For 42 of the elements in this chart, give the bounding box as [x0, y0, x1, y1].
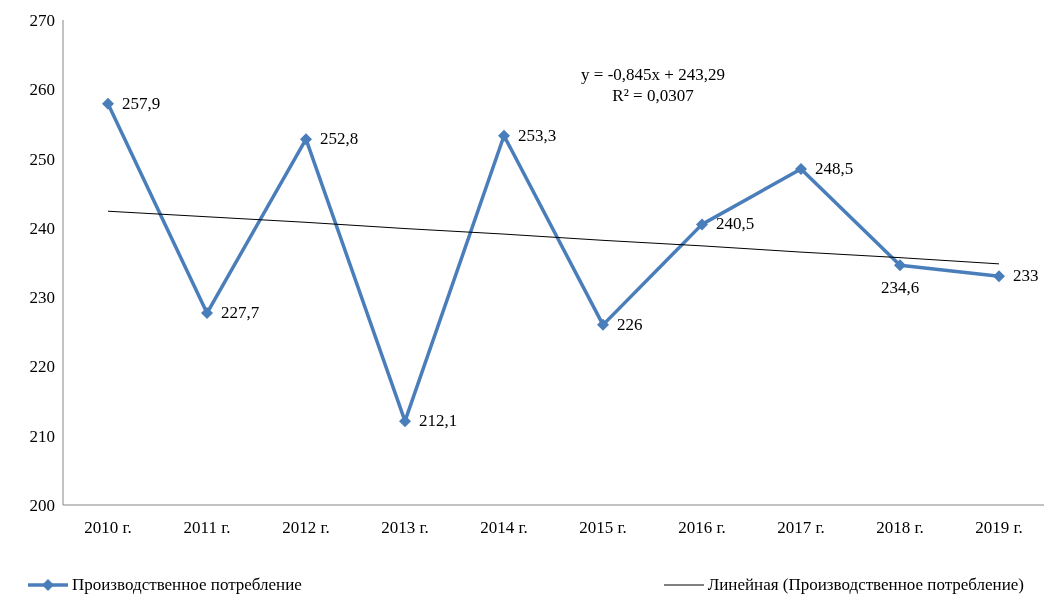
x-tick-label: 2014 г.	[480, 518, 528, 538]
data-label: 252,8	[320, 129, 359, 149]
data-label: 253,3	[518, 125, 557, 145]
data-label: 234,6	[880, 278, 920, 298]
data-label: 240,5	[716, 214, 755, 234]
point	[102, 97, 114, 110]
x-tick-label: 2016 г.	[678, 518, 726, 538]
y-tick-label: 220	[29, 357, 55, 377]
point	[597, 318, 609, 331]
y-tick-label: 200	[29, 496, 55, 516]
y-tick-label: 260	[29, 80, 55, 100]
annotation: R² = 0,0307	[611, 85, 695, 106]
point	[498, 129, 510, 142]
y-tick-label: 250	[29, 149, 55, 169]
x-tick-label: 2017 г.	[777, 518, 825, 538]
point	[696, 218, 708, 231]
x-tick-label: 2011 г.	[183, 518, 231, 538]
x-tick-label: 2013 г.	[381, 518, 429, 538]
point	[795, 162, 807, 175]
y-tick-label: 240	[29, 218, 55, 238]
point	[894, 259, 906, 272]
point	[399, 415, 411, 428]
point	[201, 307, 213, 320]
y-tick-label: 230	[29, 288, 55, 308]
data-label: 248,5	[815, 158, 854, 178]
data-label: 227,7	[221, 303, 260, 323]
legend-label: Производственное потребление	[72, 575, 302, 595]
data-label: 212,1	[419, 411, 458, 431]
annotation: y = -0,845x + 243,29	[580, 64, 726, 85]
x-tick-label: 2019 г.	[975, 518, 1023, 538]
y-tick-label: 210	[29, 426, 55, 446]
data-label: 257,9	[122, 93, 161, 113]
x-tick-label: 2012 г.	[282, 518, 330, 538]
point	[993, 270, 1005, 283]
data-label: 226	[617, 314, 643, 334]
data-label: 233	[1013, 266, 1039, 286]
x-tick-label: 2015 г.	[579, 518, 627, 538]
point	[300, 133, 312, 146]
legend-label: Линейная (Производственное потребление)	[707, 575, 1024, 595]
x-tick-label: 2018 г.	[876, 518, 924, 538]
x-tick-label: 2010 г.	[84, 518, 132, 538]
y-tick-label: 270	[29, 11, 55, 31]
